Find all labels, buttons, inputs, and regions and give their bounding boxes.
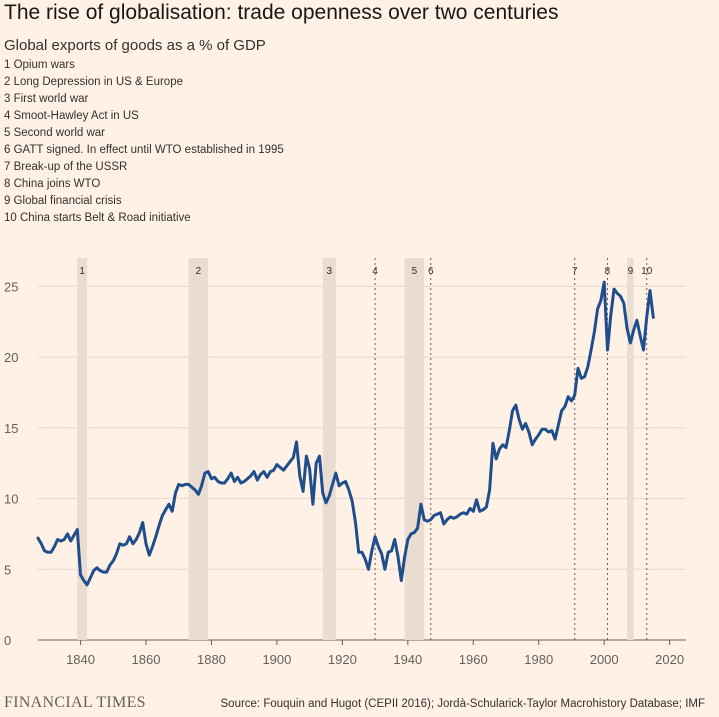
event-number: 9: [628, 266, 634, 277]
event-legend-item: 1 Opium wars: [4, 59, 75, 71]
series-line: [36, 280, 655, 587]
event-number: 10: [641, 266, 653, 277]
event-legend-item: 9 Global financial crisis: [4, 195, 122, 207]
event-legend-item: 7 Break-up of the USSR: [4, 161, 128, 173]
x-tick-label: 1980: [524, 652, 553, 667]
y-tick-label: 10: [4, 492, 18, 507]
event-band: [404, 258, 425, 640]
event-number: 4: [372, 266, 378, 277]
event-band: [77, 258, 88, 640]
event-legend-item: 3 First world war: [4, 93, 89, 105]
y-tick-label: 5: [4, 562, 11, 577]
x-tick-label: 1960: [459, 652, 488, 667]
x-tick-label: 1840: [66, 652, 95, 667]
x-tick-label: 1920: [328, 652, 357, 667]
event-band: [188, 258, 209, 640]
y-tick-label: 25: [4, 279, 18, 294]
x-tick-label: 2000: [590, 652, 619, 667]
event-number: 6: [428, 266, 434, 277]
x-tick-label: 1940: [393, 652, 422, 667]
x-tick-label: 1900: [262, 652, 291, 667]
chart-title: The rise of globalisation: trade opennes…: [4, 1, 559, 24]
source-note: Source: Fouquin and Hugot (CEPII 2016); …: [220, 698, 706, 710]
event-legend-item: 4 Smoot-Hawley Act in US: [4, 110, 139, 122]
events-legend: 1 Opium wars 2 Long Depression in US & E…: [4, 57, 284, 227]
y-tick-label: 20: [4, 350, 18, 365]
event-band: [322, 258, 336, 640]
event-number: 8: [605, 266, 611, 277]
event-number: 2: [196, 266, 202, 277]
event-legend-item: 6 GATT signed. In effect until WTO estab…: [4, 144, 284, 156]
event-legend-item: 2 Long Depression in US & Europe: [4, 76, 183, 88]
event-legend-item: 8 China joins WTO: [4, 178, 101, 190]
x-tick-label: 2020: [655, 652, 684, 667]
event-legend-item: 10 China starts Belt & Road initiative: [4, 212, 191, 224]
ft-logo: FINANCIAL TIMES: [4, 694, 146, 711]
event-legend-item: 5 Second world war: [4, 127, 105, 139]
x-tick-label: 1880: [197, 652, 226, 667]
y-tick-label: 15: [4, 421, 18, 436]
event-number: 5: [412, 266, 418, 277]
x-tick-label: 1860: [132, 652, 161, 667]
event-number: 3: [326, 266, 332, 277]
chart-subtitle: Global exports of goods as a % of GDP: [4, 37, 266, 54]
event-number: 7: [572, 266, 578, 277]
event-band: [627, 258, 634, 640]
y-tick-label: 0: [4, 633, 11, 648]
event-number: 1: [79, 266, 85, 277]
